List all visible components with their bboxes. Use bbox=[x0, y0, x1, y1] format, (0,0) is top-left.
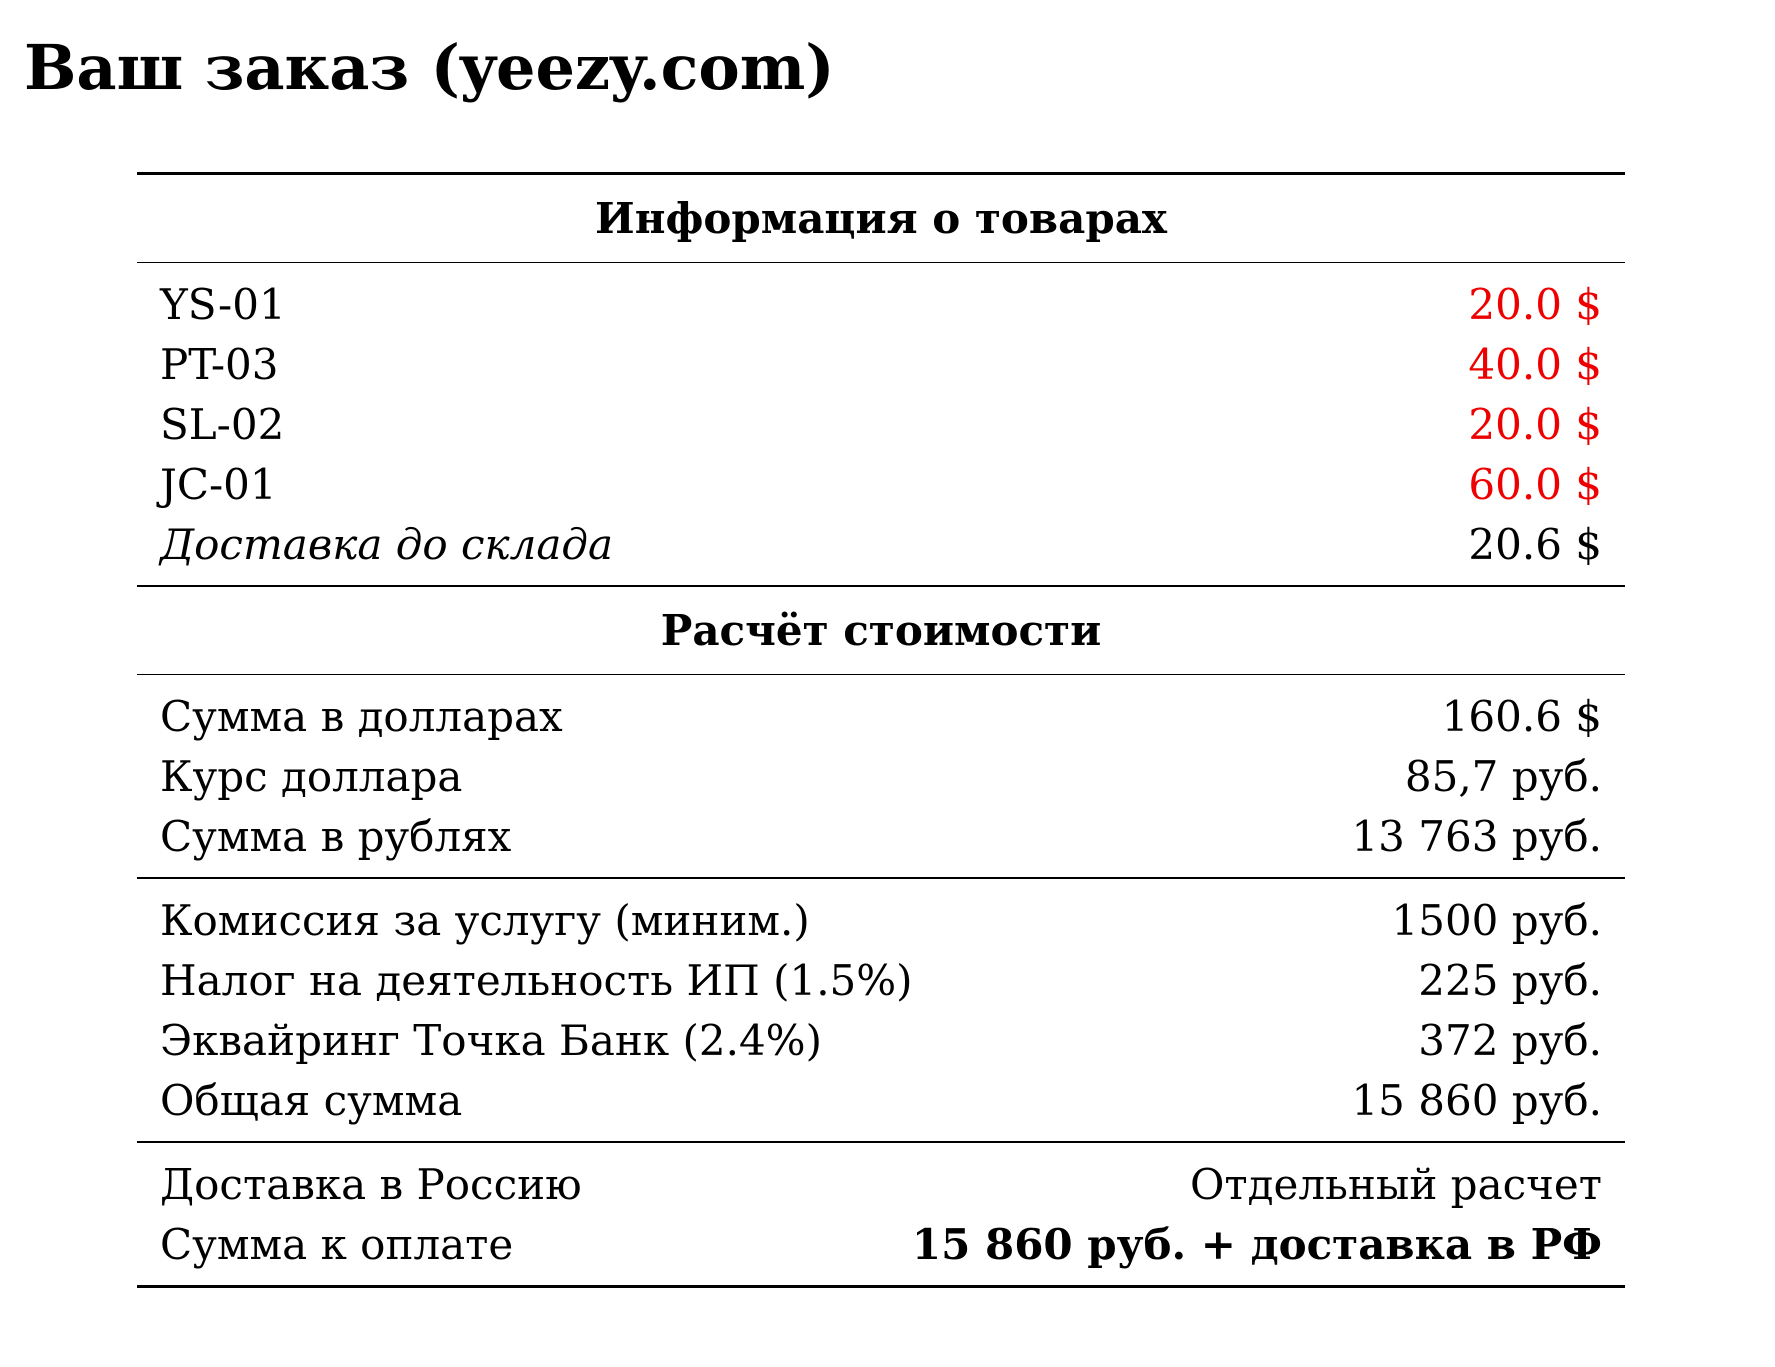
table-row: Сумма в долларах 160.6 $ bbox=[160, 686, 1602, 746]
row-label: Сумма в рублях bbox=[160, 811, 512, 861]
table-row: Доставка до склада 20.6 $ bbox=[160, 514, 1602, 574]
row-label: Налог на деятельность ИП (1.5%) bbox=[160, 955, 913, 1005]
row-value: 160.6 $ bbox=[1441, 691, 1602, 741]
table-row: SL-02 20.0 $ bbox=[160, 394, 1602, 454]
section: Комиссия за услугу (миним.) 1500 руб. Нало… bbox=[137, 877, 1625, 1141]
table-row: Общая сумма 15 860 руб. bbox=[160, 1070, 1602, 1130]
row-label: SL-02 bbox=[160, 399, 285, 449]
row-value: Отдельный расчет bbox=[1189, 1159, 1602, 1209]
table-row: PT-03 40.0 $ bbox=[160, 334, 1602, 394]
section: Доставка в Россию Отдельный расчет Сумма к… bbox=[137, 1141, 1625, 1285]
row-value: 15 860 руб. bbox=[1351, 1075, 1602, 1125]
row-value: 85,7 руб. bbox=[1404, 751, 1602, 801]
section-heading: Информация о товарах bbox=[137, 175, 1625, 263]
table-row: Курс доллара 85,7 руб. bbox=[160, 746, 1602, 806]
row-label: Общая сумма bbox=[160, 1075, 463, 1125]
row-label: PT-03 bbox=[160, 339, 279, 389]
section-heading: Расчёт стоимости bbox=[137, 587, 1625, 675]
table-row: YS-01 20.0 $ bbox=[160, 274, 1602, 334]
row-label: Комиссия за услугу (миним.) bbox=[160, 895, 810, 945]
table-row: Эквайринг Точка Банк (2.4%) 372 руб. bbox=[160, 1010, 1602, 1070]
table-row: Налог на деятельность ИП (1.5%) 225 руб. bbox=[160, 950, 1602, 1010]
row-value: 40.0 $ bbox=[1468, 339, 1602, 389]
row-value: 20.6 $ bbox=[1468, 519, 1602, 569]
page-title: Ваш заказ (yeezy.com) bbox=[24, 31, 835, 104]
table-row: Сумма в рублях 13 763 руб. bbox=[160, 806, 1602, 866]
row-label: YS-01 bbox=[160, 279, 286, 329]
section: YS-01 20.0 $ PT-03 40.0 $ SL-02 20.0 $ JC-01 60… bbox=[137, 263, 1625, 585]
row-value: 20.0 $ bbox=[1468, 279, 1602, 329]
row-value: 60.0 $ bbox=[1468, 459, 1602, 509]
table-row: Сумма к оплате 15 860 руб. + доставка в Р… bbox=[160, 1214, 1602, 1274]
row-value: 372 руб. bbox=[1418, 1015, 1602, 1065]
row-label: Доставка до склада bbox=[160, 519, 614, 569]
row-label: Курс доллара bbox=[160, 751, 463, 801]
section: Сумма в долларах 160.6 $ Курс доллара 85,7 … bbox=[137, 675, 1625, 877]
row-label: Эквайринг Точка Банк (2.4%) bbox=[160, 1015, 822, 1065]
table-row: Доставка в Россию Отдельный расчет bbox=[160, 1154, 1602, 1214]
section-heading-wrap: Расчёт стоимости bbox=[137, 585, 1625, 675]
order-table: Информация о товарах YS-01 20.0 $ PT-03 40.0… bbox=[137, 172, 1625, 1288]
row-label: JC-01 bbox=[160, 459, 277, 509]
row-value: 1500 руб. bbox=[1391, 895, 1602, 945]
row-label: Сумма к оплате bbox=[160, 1219, 514, 1269]
row-value: 20.0 $ bbox=[1468, 399, 1602, 449]
section-heading-wrap: Информация о товарах bbox=[137, 175, 1625, 263]
table-row: Комиссия за услугу (миним.) 1500 руб. bbox=[160, 890, 1602, 950]
row-value: 225 руб. bbox=[1418, 955, 1602, 1005]
row-value: 15 860 руб. + доставка в РФ bbox=[911, 1219, 1602, 1269]
table-row: JC-01 60.0 $ bbox=[160, 454, 1602, 514]
row-label: Сумма в долларах bbox=[160, 691, 563, 741]
row-label: Доставка в Россию bbox=[160, 1159, 582, 1209]
row-value: 13 763 руб. bbox=[1351, 811, 1602, 861]
